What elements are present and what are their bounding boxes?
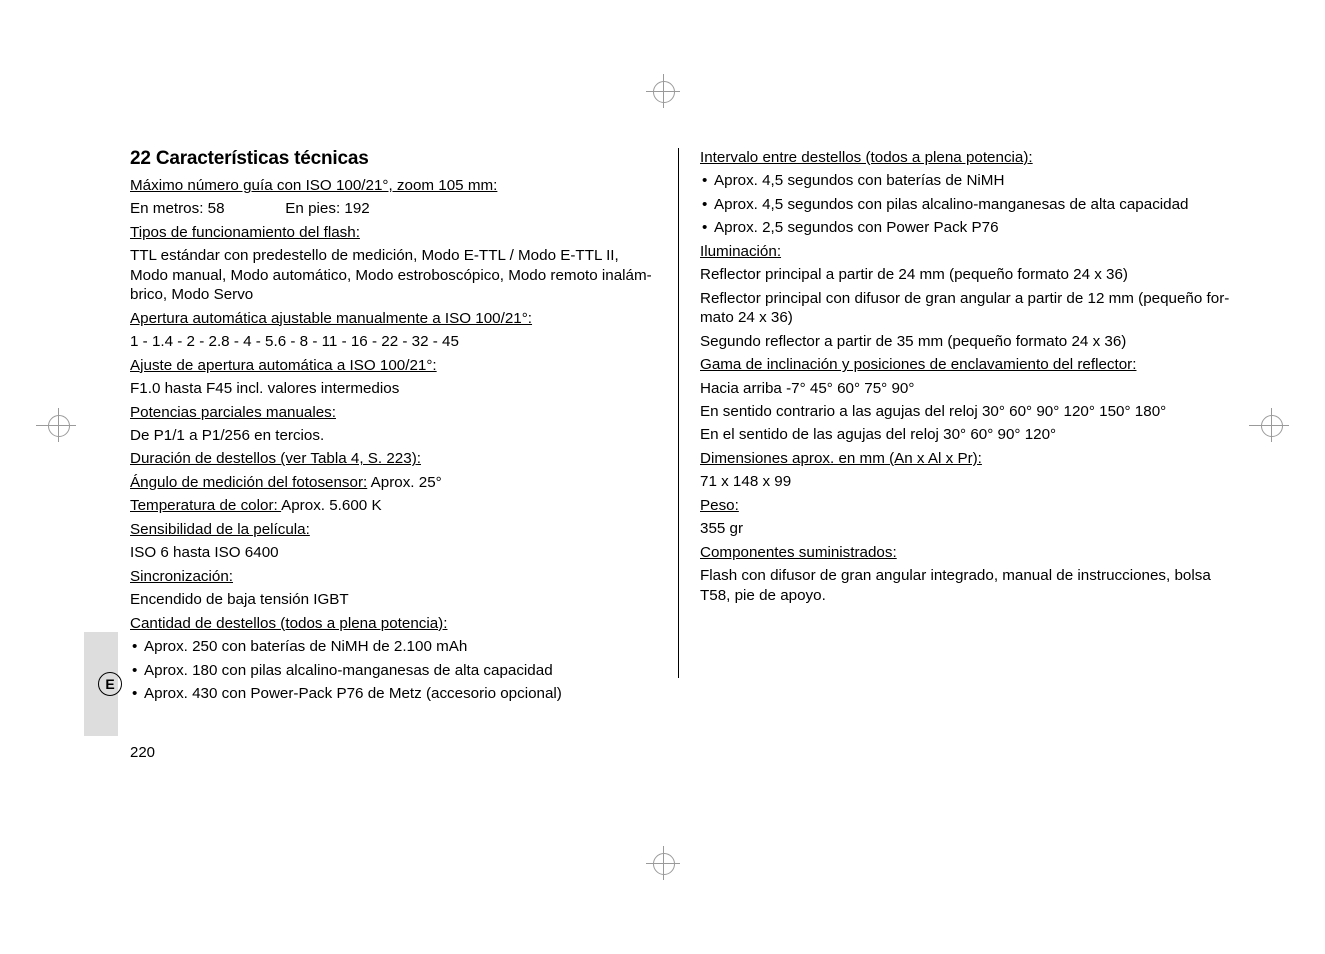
spec-line: Gama de inclinación y posiciones de encl…	[700, 355, 1230, 374]
spec-line: Sincronización:	[130, 567, 660, 586]
spec-heading: Ajuste de apertura automática a ISO 100/…	[130, 357, 437, 374]
language-badge: E	[98, 672, 122, 696]
spec-heading: Apertura automática ajustable manualment…	[130, 310, 532, 327]
spec-value: Reflector principal a partir de 24 mm (p…	[700, 265, 1230, 284]
spec-heading: Sincronización:	[130, 568, 233, 585]
spec-line: Temperatura de color: Aprox. 5.600 K	[130, 496, 660, 515]
registration-mark-top	[650, 78, 676, 104]
bullet-item: Aprox. 250 con baterías de NiMH de 2.100…	[130, 637, 660, 656]
spec-heading: Iluminación:	[700, 243, 781, 260]
spec-value: F1.0 hasta F45 incl. valores intermedios	[130, 379, 660, 398]
spec-line: Peso:	[700, 496, 1230, 515]
bullet-item: Aprox. 180 con pilas alcalino-manganesas…	[130, 661, 660, 680]
spec-line: Duración de destellos (ver Tabla 4, S. 2…	[130, 449, 660, 468]
right-column: Intervalo entre destellos (todos a plena…	[700, 148, 1230, 609]
spec-heading: Ángulo de medición del fotosensor:	[130, 474, 367, 491]
spec-heading: Cantidad de destellos (todos a plena pot…	[130, 615, 447, 632]
spec-heading: Intervalo entre destellos (todos a plena…	[700, 149, 1033, 166]
spec-value-inline: Aprox. 5.600 K	[281, 497, 381, 514]
spec-value: Flash con difusor de gran angular integr…	[700, 566, 1230, 605]
spec-heading: Peso:	[700, 497, 739, 514]
spec-heading: Duración de destellos (ver Tabla 4, S. 2…	[130, 450, 421, 467]
spec-line: Componentes suministrados:	[700, 543, 1230, 562]
spec-line: Tipos de funcionamiento del flash:	[130, 223, 660, 242]
spec-value: En metros: 58 En pies: 192	[130, 199, 660, 218]
spec-line: Intervalo entre destellos (todos a plena…	[700, 148, 1230, 167]
spec-heading: Temperatura de color:	[130, 497, 281, 514]
bullet-item: Aprox. 4,5 segundos con pilas alcalino-m…	[700, 195, 1230, 214]
spec-value: 1 - 1.4 - 2 - 2.8 - 4 - 5.6 - 8 - 11 - 1…	[130, 332, 660, 351]
registration-mark-left	[36, 410, 76, 440]
spec-line: Cantidad de destellos (todos a plena pot…	[130, 614, 660, 633]
registration-mark-bottom	[650, 850, 676, 876]
spec-heading: Gama de inclinación y posiciones de encl…	[700, 356, 1136, 373]
spec-value: Hacia arriba -7° 45° 60° 75° 90°	[700, 379, 1230, 398]
spec-value: 71 x 148 x 99	[700, 472, 1230, 491]
spec-line: Apertura automática ajustable manualment…	[130, 309, 660, 328]
spec-value: En el sentido de las agujas del reloj 30…	[700, 425, 1230, 444]
bullet-item: Aprox. 430 con Power-Pack P76 de Metz (a…	[130, 684, 660, 703]
spec-value: 355 gr	[700, 519, 1230, 538]
bullet-item: Aprox. 2,5 segundos con Power Pack P76	[700, 218, 1230, 237]
spec-line: Máximo número guía con ISO 100/21°, zoom…	[130, 176, 660, 195]
column-divider	[678, 148, 679, 678]
section-title: 22 Características técnicas	[130, 148, 660, 170]
left-column: 22 Características técnicas Máximo númer…	[130, 148, 660, 707]
spec-line: Ajuste de apertura automática a ISO 100/…	[130, 356, 660, 375]
spec-line: Sensibilidad de la película:	[130, 520, 660, 539]
spec-value-inline: Aprox. 25°	[367, 474, 441, 491]
spec-line: Iluminación:	[700, 242, 1230, 261]
spec-line: Ángulo de medición del fotosensor: Aprox…	[130, 473, 660, 492]
page-number: 220	[130, 744, 155, 761]
spec-value: Reflector principal con difusor de gran …	[700, 289, 1230, 328]
spec-value: En sentido contrario a las agujas del re…	[700, 402, 1230, 421]
spec-heading: Potencias parciales manuales:	[130, 404, 336, 421]
spec-value: Encendido de baja tensión IGBT	[130, 590, 660, 609]
bullet-item: Aprox. 4,5 segundos con baterías de NiMH	[700, 171, 1230, 190]
spec-line: Potencias parciales manuales:	[130, 403, 660, 422]
spec-heading: Tipos de funcionamiento del flash:	[130, 224, 360, 241]
spec-heading: Sensibilidad de la película:	[130, 521, 310, 538]
spec-value: ISO 6 hasta ISO 6400	[130, 543, 660, 562]
spec-heading: Máximo número guía con ISO 100/21°, zoom…	[130, 177, 497, 194]
spec-value: Segundo reflector a partir de 35 mm (peq…	[700, 332, 1230, 351]
spec-line: Dimensiones aprox. en mm (An x Al x Pr):	[700, 449, 1230, 468]
manual-page: E 22 Características técnicas Máximo núm…	[0, 0, 1325, 954]
spec-heading: Componentes suministrados:	[700, 544, 897, 561]
spec-value: De P1/1 a P1/256 en tercios.	[130, 426, 660, 445]
registration-mark-right	[1249, 410, 1289, 440]
spec-heading: Dimensiones aprox. en mm (An x Al x Pr):	[700, 450, 982, 467]
spec-value: TTL estándar con predestello de medición…	[130, 246, 660, 304]
